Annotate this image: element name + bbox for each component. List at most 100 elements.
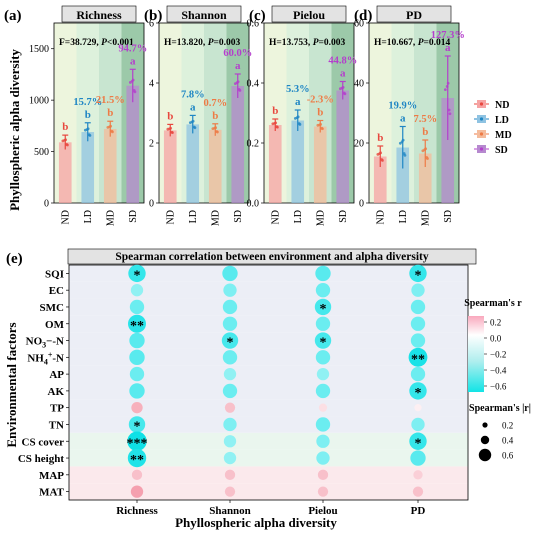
- correlation-bubble: [128, 264, 146, 283]
- bar-md: [103, 128, 117, 203]
- percent-change: 44.8%: [328, 56, 357, 67]
- y-tick-label: 0.4: [247, 79, 260, 90]
- panel-richness: (a) Richness 0 500 1000 1500 F=38.729, P<0.001…: [4, 5, 147, 226]
- correlation-bubble: [409, 264, 427, 283]
- panel-title-bar: [61, 5, 137, 23]
- significance-letter: b: [107, 107, 113, 119]
- data-point: [276, 125, 279, 129]
- correlation-bubble: [409, 382, 427, 400]
- data-point: [426, 157, 429, 160]
- x-tick-label: ND: [270, 210, 281, 224]
- heatmap-xlabel: Phyllospheric alpha diversity: [175, 515, 337, 530]
- data-point: [131, 78, 135, 82]
- correlation-bubble: [224, 486, 236, 497]
- panel-pielou: (c) Pielou 0.0 0.2 0.4 0.6 H=13.753, P=0.003 b N…: [247, 5, 357, 226]
- color-legend-ticks: 0.2 0.0 −0.2 −0.4 −0.6: [484, 318, 507, 392]
- data-point: [216, 130, 219, 134]
- row-label: OM: [45, 319, 65, 331]
- stat-prefix: H=13.753,: [269, 38, 313, 48]
- data-point: [403, 153, 407, 157]
- y-tick-label: 20: [354, 139, 364, 150]
- correlation-bubble: [223, 283, 237, 297]
- x-tick-label: LD: [398, 210, 409, 223]
- column-label: PD: [411, 505, 426, 517]
- correlation-bubble: [129, 366, 145, 382]
- correlation-bubble: [127, 431, 147, 451]
- significance-stars: **: [411, 352, 425, 367]
- data-point: [111, 130, 114, 134]
- heatmap-ylabel: Environmental factors: [4, 322, 19, 447]
- row-label: NH4+-N: [27, 350, 64, 366]
- row-band: [69, 265, 468, 282]
- significance-letter: b: [272, 105, 278, 117]
- correlation-bubble: [414, 404, 422, 412]
- color-legend-bar: [468, 316, 484, 392]
- data-point: [66, 143, 69, 147]
- panel-title-bar: [271, 5, 347, 23]
- correlation-bubble: [128, 416, 146, 433]
- row-band: [69, 281, 468, 299]
- significance-letter: b: [422, 126, 428, 138]
- row-label: CS cover: [22, 436, 65, 448]
- correlation-bubble: [315, 316, 331, 331]
- heatmap-title-bar: [67, 248, 477, 265]
- heatmap-tag: (e): [6, 251, 23, 267]
- correlation-bubble: [412, 486, 424, 497]
- correlation-bubble: [410, 333, 426, 348]
- data-point: [443, 88, 447, 91]
- panel-frame: [53, 22, 145, 204]
- bar-nd: [163, 130, 177, 203]
- legend-label: MD: [495, 130, 512, 141]
- row-label: SMC: [40, 302, 65, 314]
- data-point: [321, 127, 324, 131]
- data-point: [401, 138, 405, 142]
- row-band: [69, 416, 468, 433]
- stat-text: H=13.820, P=0.003: [164, 38, 241, 48]
- stat-prefix: H=10.667,: [374, 38, 418, 48]
- row-label: TN: [49, 419, 64, 431]
- correlation-bubble: [409, 432, 427, 450]
- correlation-bubble: [318, 403, 328, 412]
- data-point: [191, 119, 195, 123]
- panel-tag: (c): [249, 8, 266, 24]
- data-point: [341, 85, 345, 89]
- column-label: Shannon: [209, 505, 251, 517]
- y-tick-label: 4: [149, 79, 154, 90]
- x-tick-label: LD: [188, 210, 199, 223]
- column-label: Richness: [116, 505, 158, 517]
- row-band: [69, 466, 468, 484]
- bar-nd: [268, 125, 282, 203]
- row-band: [69, 332, 468, 349]
- data-point: [88, 134, 92, 137]
- correlation-bubble: [127, 314, 147, 333]
- panel-frame: [263, 22, 355, 204]
- data-point: [64, 138, 68, 142]
- row-label: AP: [49, 369, 64, 381]
- x-tick-label: SD: [443, 210, 454, 223]
- correlation-bubble: [222, 350, 238, 365]
- stat-text: H=10.667, P=0.014: [374, 38, 451, 48]
- bar-panels-ylabel: Phyllospheric alpha diversity: [7, 49, 22, 211]
- bar-md: [313, 126, 327, 203]
- y-tick-label: 0: [44, 199, 49, 210]
- color-tick-label: −0.2: [490, 350, 506, 360]
- bar-sd: [441, 98, 455, 203]
- color-tick-label: 0.0: [490, 334, 502, 344]
- x-tick-label: ND: [375, 210, 386, 224]
- significance-letter: b: [85, 109, 91, 121]
- legend-point: [479, 132, 484, 136]
- row-band: [69, 348, 468, 366]
- row-label: AK: [48, 386, 65, 398]
- significance-letter: a: [235, 60, 241, 72]
- data-point: [424, 147, 428, 151]
- correlation-bubble: [223, 367, 237, 381]
- stat-text: F=38.729, P<0.001: [59, 38, 134, 48]
- bar-ld: [186, 124, 200, 203]
- panel-title-bar: [166, 5, 242, 23]
- significance-stars: *: [134, 419, 141, 434]
- correlation-bubble: [317, 486, 329, 497]
- percent-change: 21.5%: [96, 95, 125, 106]
